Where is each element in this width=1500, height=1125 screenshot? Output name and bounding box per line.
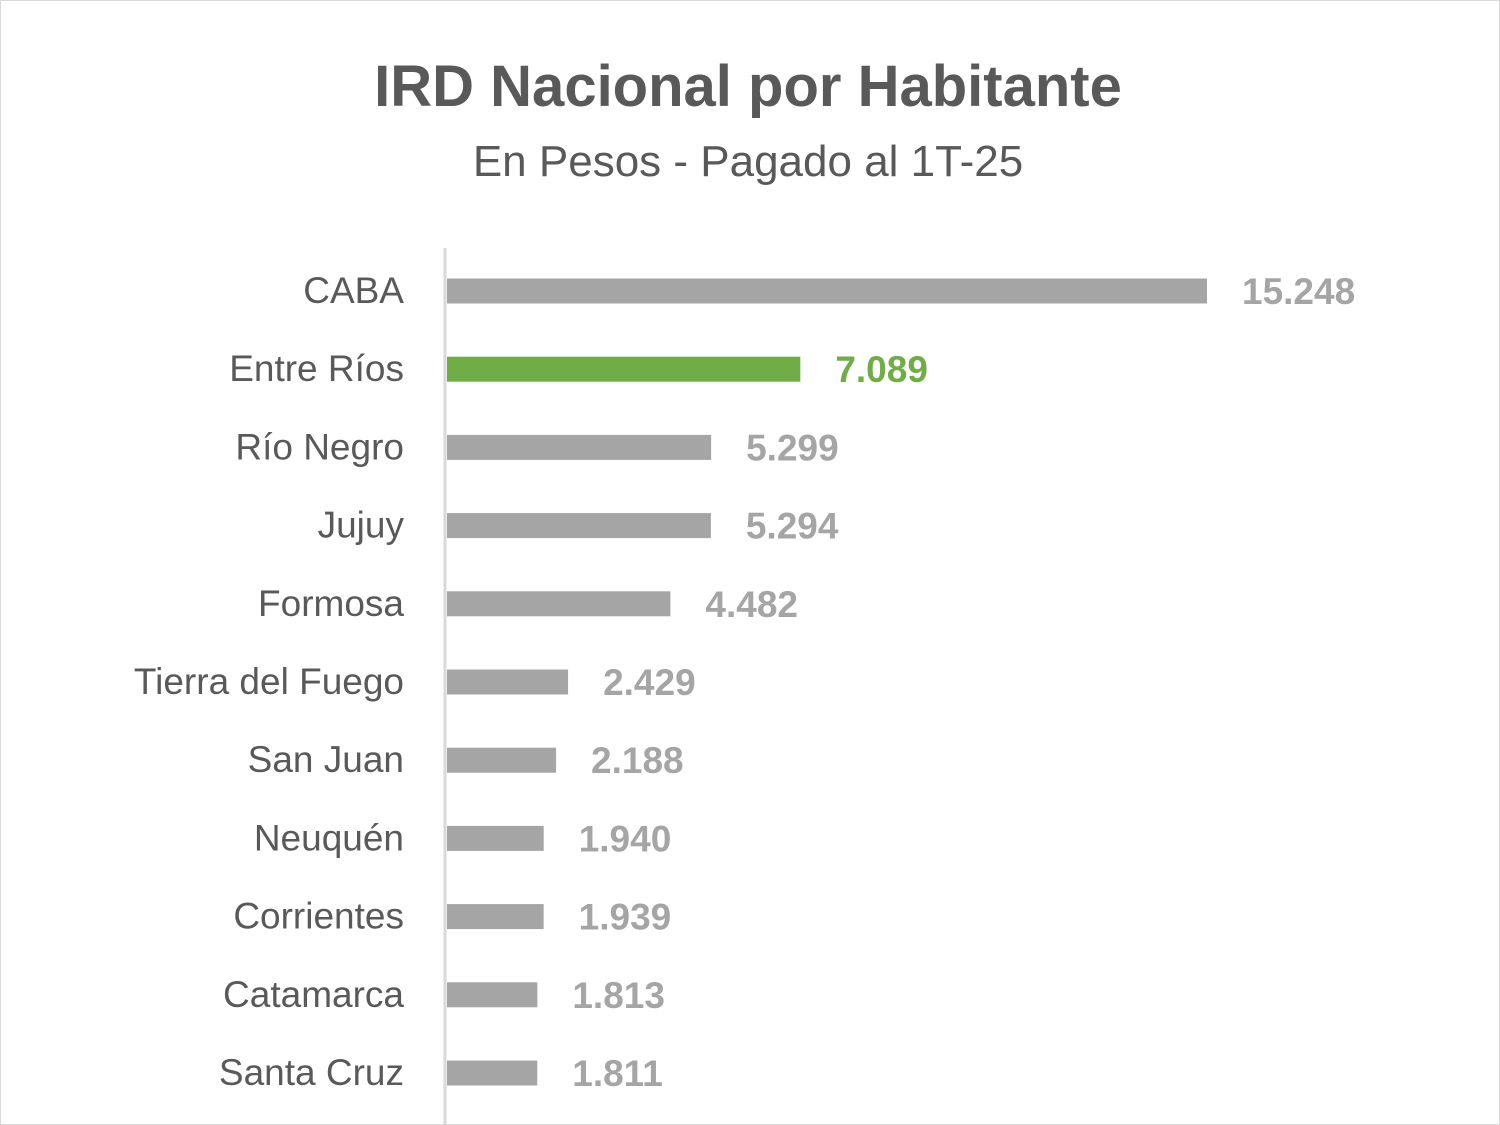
data-label: 1.813 (572, 975, 665, 1016)
data-label: 15.248 (1242, 271, 1355, 312)
category-label: CABA (303, 270, 404, 311)
bar (447, 278, 1207, 304)
category-label: Entre Ríos (229, 348, 404, 389)
bar (447, 513, 711, 539)
category-label: Santa Cruz (219, 1052, 404, 1093)
bar (447, 904, 544, 930)
data-label: 5.299 (746, 427, 839, 468)
category-label: Corrientes (233, 896, 404, 937)
bar (447, 434, 712, 460)
bar (447, 982, 538, 1008)
category-label: Neuquén (254, 817, 404, 858)
category-label: Río Negro (235, 426, 404, 467)
bar (447, 747, 557, 773)
bar (447, 669, 569, 695)
data-label: 1.940 (579, 818, 672, 859)
category-label: San Juan (248, 739, 404, 780)
category-label: Catamarca (223, 974, 404, 1015)
data-label: 2.188 (591, 740, 684, 781)
data-label: 1.939 (579, 897, 672, 938)
category-label: Formosa (258, 583, 404, 624)
data-label: 4.482 (705, 584, 798, 625)
chart-title: IRD Nacional por Habitante (374, 54, 1122, 119)
chart-subtitle: En Pesos - Pagado al 1T-25 (473, 137, 1023, 186)
category-label: Tierra del Fuego (134, 661, 404, 702)
category-label: Jujuy (318, 505, 405, 546)
bar (447, 825, 544, 851)
data-label: 2.429 (603, 662, 696, 703)
data-label: 7.089 (835, 349, 928, 390)
data-label: 1.811 (572, 1053, 663, 1094)
bar (447, 1060, 538, 1086)
bar (447, 591, 671, 617)
bar-highlight (447, 356, 801, 382)
data-label: 5.294 (746, 506, 839, 547)
